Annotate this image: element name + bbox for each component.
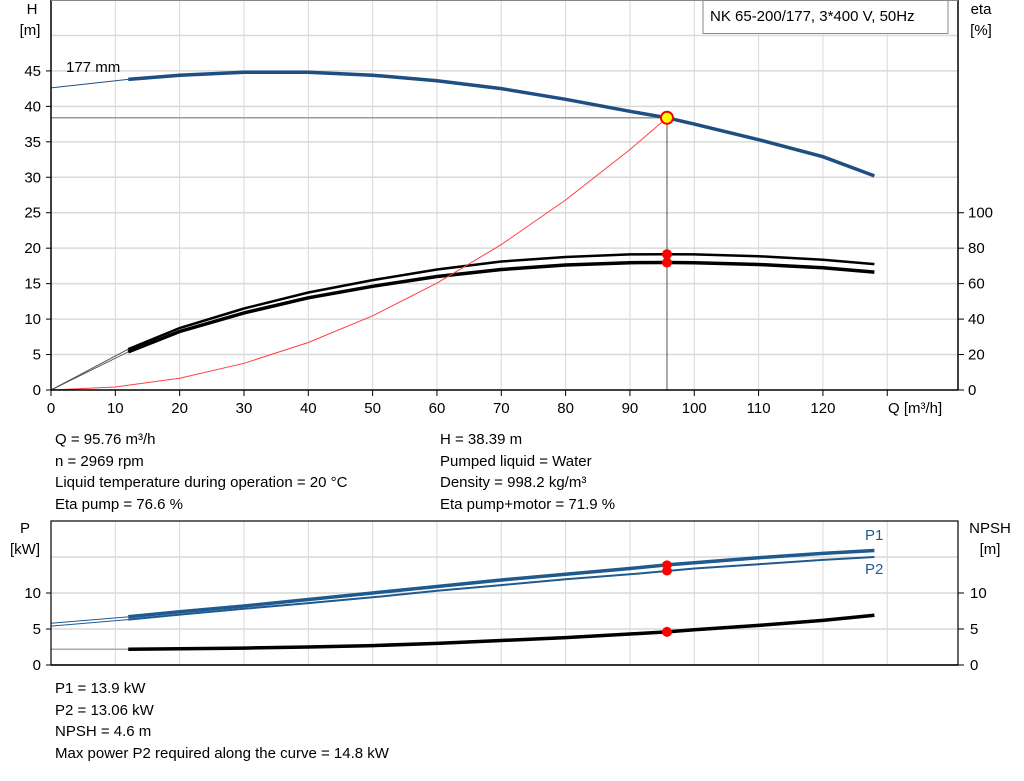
power-axis-label-line1: P xyxy=(20,520,30,537)
x-tick-label: 40 xyxy=(300,400,317,417)
x-tick-label: 0 xyxy=(47,400,55,417)
eta-pump-curve xyxy=(127,252,875,351)
x-tick-label: 80 xyxy=(557,400,574,417)
power-axis-label-line2: [kW] xyxy=(10,541,40,558)
pumped-liquid-value: Pumped liquid = Water xyxy=(440,452,592,470)
y-axis-label-line1: H xyxy=(27,1,38,18)
head-value: H = 38.39 m xyxy=(440,431,523,448)
eta-pump-motor-curve xyxy=(127,260,875,354)
p1-series-label: P1 xyxy=(865,527,883,544)
x-tick-label: 50 xyxy=(364,400,381,417)
impeller-diameter-label: 177 mm xyxy=(66,59,120,76)
title-box xyxy=(702,0,949,34)
head-curve-extension xyxy=(50,78,129,89)
duty-info-left: Q = 95.76 m³/h n = 2969 rpm Liquid tempe… xyxy=(55,429,347,515)
y-tick-label: 25 xyxy=(24,205,41,222)
x-tick-label: 20 xyxy=(171,400,188,417)
x-tick-label: 30 xyxy=(236,400,253,417)
max-power-value: Max power P2 required along the curve = … xyxy=(55,744,389,762)
speed-value: n = 2969 rpm xyxy=(55,452,144,470)
npsh-curve xyxy=(128,613,875,651)
y2-tick-label: 20 xyxy=(968,347,985,364)
p2-value: P2 = 13.06 kW xyxy=(55,701,154,719)
y-tick-label: 10 xyxy=(24,311,41,328)
power-y-tick-label: 10 xyxy=(24,585,41,602)
npsh-axis-label-line2: [m] xyxy=(980,541,1001,558)
x-tick-label: 70 xyxy=(493,400,510,417)
chart-title: NK 65-200/177, 3*400 V, 50Hz xyxy=(710,8,915,25)
bottom-grid xyxy=(50,521,958,665)
top-grid xyxy=(50,0,958,390)
x-tick-label: 100 xyxy=(682,400,707,417)
npsh-y-tick-label: 5 xyxy=(970,621,978,638)
p2-curve xyxy=(128,556,875,621)
y2-axis-label-line2: [%] xyxy=(970,22,992,39)
npsh-y-tick-label: 0 xyxy=(970,657,978,674)
x-tick-label: 60 xyxy=(429,400,446,417)
y-tick-label: 35 xyxy=(24,134,41,151)
p2-curve-extension xyxy=(50,619,129,627)
y-tick-label: 15 xyxy=(24,276,41,293)
npsh-axis-label-line1: NPSH xyxy=(969,520,1011,537)
p2-series-label: P2 xyxy=(865,561,883,578)
head-curve xyxy=(128,70,876,178)
p1-curve xyxy=(128,548,875,619)
y-tick-label: 20 xyxy=(24,240,41,257)
system-curve xyxy=(50,117,668,391)
head-duty-point xyxy=(659,110,674,125)
liquid-temperature-value: Liquid temperature during operation = 20… xyxy=(55,474,348,491)
y-tick-label: 5 xyxy=(33,347,41,364)
eta-pump-value: Eta pump = 76.6 % xyxy=(55,495,183,513)
y-tick-label: 0 xyxy=(33,382,41,399)
power-y-tick-label: 5 xyxy=(33,621,41,638)
npsh-y-tick-label: 10 xyxy=(970,585,987,602)
flow-value: Q = 95.76 m³/h xyxy=(55,431,156,448)
eta-pump-motor-value: Eta pump+motor = 71.9 % xyxy=(440,495,616,513)
y2-axis-label-line1: eta xyxy=(971,1,993,18)
p1-curve-extension xyxy=(50,616,129,624)
y2-tick-label: 0 xyxy=(968,382,976,399)
x-tick-label: 110 xyxy=(747,400,771,417)
chart-axes: 0 10 20 30 40 50 60 70 80 90 100 110 120051015202530… xyxy=(24,0,993,674)
eta-pump-duty-point xyxy=(661,249,672,260)
eta-pump-motor-duty-point xyxy=(661,257,672,268)
power-y-tick-label: 0 xyxy=(33,657,41,674)
y-tick-label: 40 xyxy=(24,98,41,115)
npsh-duty-point xyxy=(661,626,672,637)
x-tick-label: 90 xyxy=(622,400,639,417)
power-info: P1 = 13.9 kW P2 = 13.06 kW NPSH = 4.6 m … xyxy=(55,678,389,764)
y-axis-label-line2: [m] xyxy=(20,22,41,39)
eta-pump-motor-curve-extension xyxy=(50,351,129,391)
y-tick-label: 45 xyxy=(24,63,41,80)
p1-value: P1 = 13.9 kW xyxy=(55,680,146,697)
chart-marks xyxy=(50,70,876,651)
y2-tick-label: 80 xyxy=(968,240,985,257)
npsh-value: NPSH = 4.6 m xyxy=(55,723,152,740)
x-axis-label: Q [m³/h] xyxy=(888,400,942,417)
x-tick-label: 10 xyxy=(107,400,124,417)
x-tick-label: 120 xyxy=(810,400,835,417)
duty-info-right: H = 38.39 m Pumped liquid = Water Densit… xyxy=(440,429,615,515)
y-tick-label: 30 xyxy=(24,169,41,186)
y2-tick-label: 40 xyxy=(968,311,985,328)
y2-tick-label: 60 xyxy=(968,276,985,293)
p2-duty-point xyxy=(661,566,672,576)
y2-tick-label: 100 xyxy=(968,205,993,222)
density-value: Density = 998.2 kg/m³ xyxy=(440,474,587,491)
